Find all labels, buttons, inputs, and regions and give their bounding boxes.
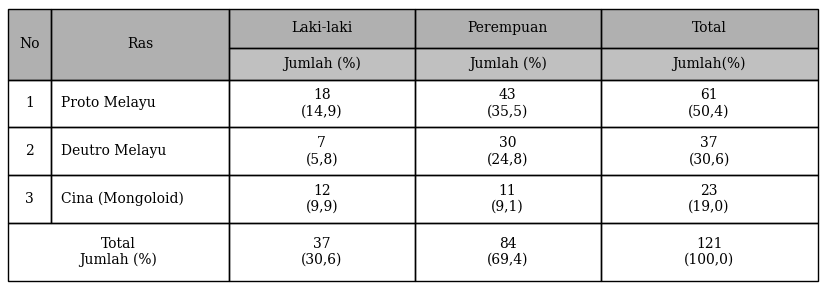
Text: Total: Total bbox=[691, 21, 727, 35]
Text: 61: 61 bbox=[700, 88, 718, 102]
Text: 18: 18 bbox=[313, 88, 330, 102]
Text: Jumlah (%): Jumlah (%) bbox=[79, 253, 158, 267]
Bar bbox=[229, 175, 415, 223]
Bar bbox=[415, 9, 601, 48]
Bar bbox=[229, 223, 415, 281]
Bar bbox=[415, 127, 601, 175]
Bar bbox=[601, 223, 818, 281]
Bar bbox=[8, 223, 229, 281]
Bar bbox=[601, 48, 818, 79]
Bar bbox=[601, 9, 818, 48]
Text: Laki-laki: Laki-laki bbox=[291, 21, 353, 35]
Bar bbox=[51, 79, 229, 127]
Text: (24,8): (24,8) bbox=[487, 152, 529, 166]
Bar bbox=[415, 9, 601, 48]
Text: Jumlah(%): Jumlah(%) bbox=[672, 57, 746, 71]
Bar bbox=[8, 127, 51, 175]
Text: 1: 1 bbox=[26, 97, 34, 110]
Bar bbox=[601, 9, 818, 48]
Bar bbox=[229, 127, 415, 175]
Bar bbox=[229, 127, 415, 175]
Text: (5,8): (5,8) bbox=[306, 152, 338, 166]
Text: (100,0): (100,0) bbox=[684, 253, 734, 267]
Text: 30: 30 bbox=[499, 136, 516, 150]
Text: 37: 37 bbox=[700, 136, 718, 150]
Bar bbox=[601, 127, 818, 175]
Text: (30,6): (30,6) bbox=[688, 152, 730, 166]
Text: 12: 12 bbox=[313, 184, 330, 198]
Text: (69,4): (69,4) bbox=[487, 253, 529, 267]
Bar bbox=[51, 175, 229, 223]
Bar bbox=[415, 175, 601, 223]
Text: No: No bbox=[20, 37, 40, 51]
Text: Jumlah (%): Jumlah (%) bbox=[468, 57, 547, 71]
Bar bbox=[415, 79, 601, 127]
Bar bbox=[8, 9, 51, 79]
Bar bbox=[415, 79, 601, 127]
Bar bbox=[601, 175, 818, 223]
Bar bbox=[8, 9, 51, 79]
Bar bbox=[601, 223, 818, 281]
Text: Cina (Mongoloid): Cina (Mongoloid) bbox=[61, 192, 184, 206]
Text: (50,4): (50,4) bbox=[688, 105, 730, 119]
Text: (9,1): (9,1) bbox=[491, 200, 524, 214]
Bar bbox=[51, 175, 229, 223]
Text: (30,6): (30,6) bbox=[301, 253, 343, 267]
Text: Jumlah (%): Jumlah (%) bbox=[282, 57, 361, 71]
Text: 37: 37 bbox=[313, 237, 330, 251]
Bar bbox=[415, 223, 601, 281]
Text: (14,9): (14,9) bbox=[301, 105, 343, 119]
Text: (9,9): (9,9) bbox=[306, 200, 338, 214]
Bar bbox=[415, 175, 601, 223]
Bar bbox=[229, 223, 415, 281]
Bar bbox=[51, 79, 229, 127]
Bar bbox=[415, 48, 601, 79]
Text: Proto Melayu: Proto Melayu bbox=[61, 97, 156, 110]
Bar bbox=[601, 79, 818, 127]
Bar bbox=[229, 175, 415, 223]
Bar bbox=[229, 9, 415, 48]
Bar bbox=[51, 9, 229, 79]
Bar bbox=[229, 79, 415, 127]
Bar bbox=[8, 79, 51, 127]
Text: Ras: Ras bbox=[127, 37, 153, 51]
Bar bbox=[8, 79, 51, 127]
Bar bbox=[601, 127, 818, 175]
Text: 11: 11 bbox=[499, 184, 516, 198]
Text: 23: 23 bbox=[700, 184, 718, 198]
Bar bbox=[229, 48, 415, 79]
Bar bbox=[601, 48, 818, 79]
Text: (19,0): (19,0) bbox=[688, 200, 730, 214]
Bar bbox=[415, 127, 601, 175]
Bar bbox=[8, 175, 51, 223]
Text: 3: 3 bbox=[26, 192, 34, 206]
Bar bbox=[51, 9, 229, 79]
Text: 43: 43 bbox=[499, 88, 516, 102]
Bar bbox=[229, 79, 415, 127]
Bar bbox=[415, 223, 601, 281]
Text: (35,5): (35,5) bbox=[487, 105, 529, 119]
Text: 121: 121 bbox=[695, 237, 723, 251]
Text: 84: 84 bbox=[499, 237, 516, 251]
Bar bbox=[601, 175, 818, 223]
Bar bbox=[8, 223, 229, 281]
Text: 7: 7 bbox=[317, 136, 326, 150]
Bar bbox=[415, 48, 601, 79]
Bar bbox=[229, 48, 415, 79]
Bar bbox=[51, 127, 229, 175]
Text: Perempuan: Perempuan bbox=[468, 21, 548, 35]
Text: 2: 2 bbox=[26, 144, 34, 158]
Bar bbox=[8, 175, 51, 223]
Bar bbox=[601, 79, 818, 127]
Bar bbox=[229, 9, 415, 48]
Bar bbox=[51, 127, 229, 175]
Text: Total: Total bbox=[101, 237, 136, 251]
Bar bbox=[8, 127, 51, 175]
Text: Deutro Melayu: Deutro Melayu bbox=[61, 144, 167, 158]
